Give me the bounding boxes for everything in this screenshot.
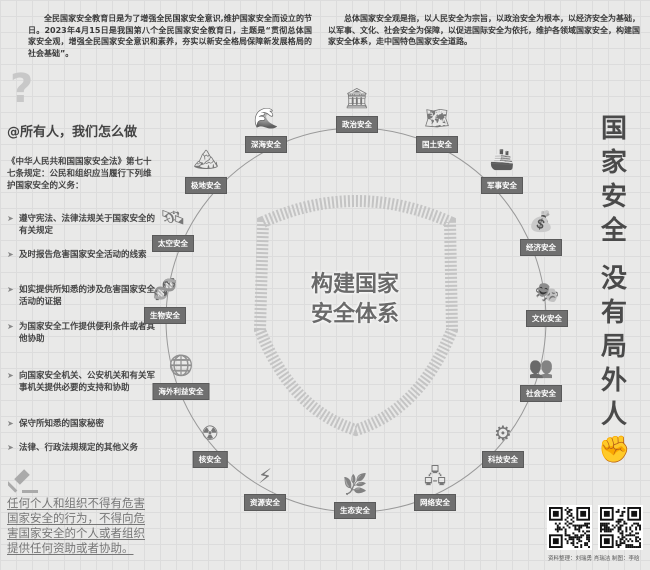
- warship-icon: 🚢: [489, 147, 515, 171]
- node-label: 生物安全: [144, 307, 186, 324]
- arrow-icon: ➤: [7, 285, 14, 294]
- node-label: 网络安全: [414, 494, 456, 511]
- duty-item: ➤ 及时报告危害国家安全活动的线索: [7, 250, 147, 260]
- node-label: 核安全: [192, 451, 228, 468]
- main-title: 国家安全 没有局外人: [598, 112, 630, 432]
- node-5: 🎭 文化安全: [526, 281, 568, 327]
- node-label: 政治安全: [336, 116, 378, 133]
- building-icon: 🏛: [344, 86, 370, 110]
- crowd-icon: 👥: [528, 355, 554, 379]
- intro-left-text: 全民国家安全教育日是为了增强全民国家安全意识,维护国家安全而设立的节日。2023…: [28, 14, 312, 58]
- center-title: 构建国家 安全体系: [310, 272, 399, 327]
- globe-person-icon: 🌐: [168, 353, 194, 377]
- node-12: 🌐 海外利益安全: [152, 353, 210, 400]
- node-label: 军事安全: [481, 177, 523, 194]
- title-line1: 国家安全: [600, 114, 627, 246]
- arrow-icon: ➤: [7, 322, 14, 331]
- node-label: 海外利益安全: [152, 383, 210, 400]
- node-4: 💰 经济安全: [520, 210, 562, 256]
- nuclear-icon: ☢: [201, 421, 219, 445]
- raised-fist-icon: ✊: [598, 435, 631, 465]
- node-13: 🧬 生物安全: [144, 278, 186, 324]
- node-6: 👥 社会安全: [520, 356, 562, 402]
- arrow-icon: ➤: [7, 371, 14, 380]
- duty-item: ➤ 保守所知悉的国家秘密: [7, 419, 105, 429]
- node-label: 社会安全: [520, 385, 562, 402]
- node-label: 极地安全: [185, 177, 227, 194]
- network-icon: 🖧: [423, 464, 447, 488]
- question-mark-icon: ?: [10, 66, 34, 112]
- leaf-icon: 🌿: [342, 472, 368, 496]
- node-14: 🛰 太空安全: [152, 206, 194, 252]
- robot-arm-icon: ⚙: [494, 421, 512, 445]
- mountain-icon: 🏔: [193, 147, 219, 171]
- node-8: 🖧 网络安全: [414, 465, 456, 511]
- duty-item: ➤ 为国家安全工作提供便利条件或者其他协助: [7, 322, 156, 344]
- node-label: 文化安全: [526, 310, 568, 327]
- node-10: ⚡ 资源安全: [244, 465, 286, 511]
- money-icon: 💰: [528, 209, 554, 233]
- duty-item: ➤ 法律、行政法规规定的其他义务: [7, 443, 139, 453]
- dna-icon: 🧬: [152, 277, 178, 301]
- node-label: 生态安全: [334, 502, 376, 519]
- arrow-icon: ➤: [7, 214, 14, 223]
- arrow-icon: ➤: [7, 443, 14, 452]
- node-11: ☢ 核安全: [192, 421, 228, 468]
- intro-right-text: 总体国家安全观是指，以人民安全为宗旨，以政治安全为根本，以经济安全为基础，以军事…: [328, 14, 640, 46]
- section-heading: @所有人，我们怎么做: [7, 125, 138, 140]
- law-text: 《中华人民共和国国家安全法》第七十七条规定：公民和组织应当履行下列维护国家安全的…: [7, 157, 152, 191]
- node-7: ⚙ 科技安全: [482, 422, 524, 468]
- node-label: 经济安全: [520, 239, 562, 256]
- node-15: 🏔 极地安全: [185, 148, 227, 194]
- duty-item: ➤ 向国家安全机关、公安机关和有关军事机关提供必要的支持和协助: [7, 371, 156, 393]
- qr-code-2[interactable]: [598, 505, 643, 550]
- node-1: 🏛 政治安全: [336, 87, 378, 133]
- energy-icon: ⚡: [257, 464, 273, 488]
- shield-icon: [253, 195, 459, 437]
- china-map-icon: 🗺: [424, 106, 450, 130]
- satellite-icon: 🛰: [160, 205, 186, 229]
- node-label: 深海安全: [245, 136, 287, 153]
- waves-icon: 🌊: [253, 106, 279, 130]
- theater-icon: 🎭: [534, 280, 560, 304]
- node-label: 太空安全: [152, 235, 194, 252]
- credit-text: 资料整理：刘瑞勇 肖瑞洁 制图：李晗: [548, 556, 640, 562]
- qr-code-1[interactable]: [547, 505, 592, 550]
- node-label: 资源安全: [244, 494, 286, 511]
- node-2: 🗺 国土安全: [416, 107, 458, 153]
- duty-item: ➤ 如实提供所知悉的涉及危害国家安全活动的证据: [7, 285, 156, 307]
- title-line2: 没有局外人: [600, 264, 627, 430]
- gavel-icon: [8, 469, 38, 493]
- node-3: 🚢 军事安全: [481, 148, 523, 194]
- node-label: 国土安全: [416, 136, 458, 153]
- node-9: 🌿 生态安全: [334, 473, 376, 519]
- node-16: 🌊 深海安全: [245, 107, 287, 153]
- duty-item: ➤ 遵守宪法、法律法规关于国家安全的有关规定: [7, 214, 156, 236]
- node-label: 科技安全: [482, 451, 524, 468]
- warning-text: 任何个人和组织不得有危害国家安全的行为，不得向危害国家安全的个人或者组织提供任何…: [7, 496, 145, 555]
- arrow-icon: ➤: [7, 419, 14, 428]
- arrow-icon: ➤: [7, 250, 14, 259]
